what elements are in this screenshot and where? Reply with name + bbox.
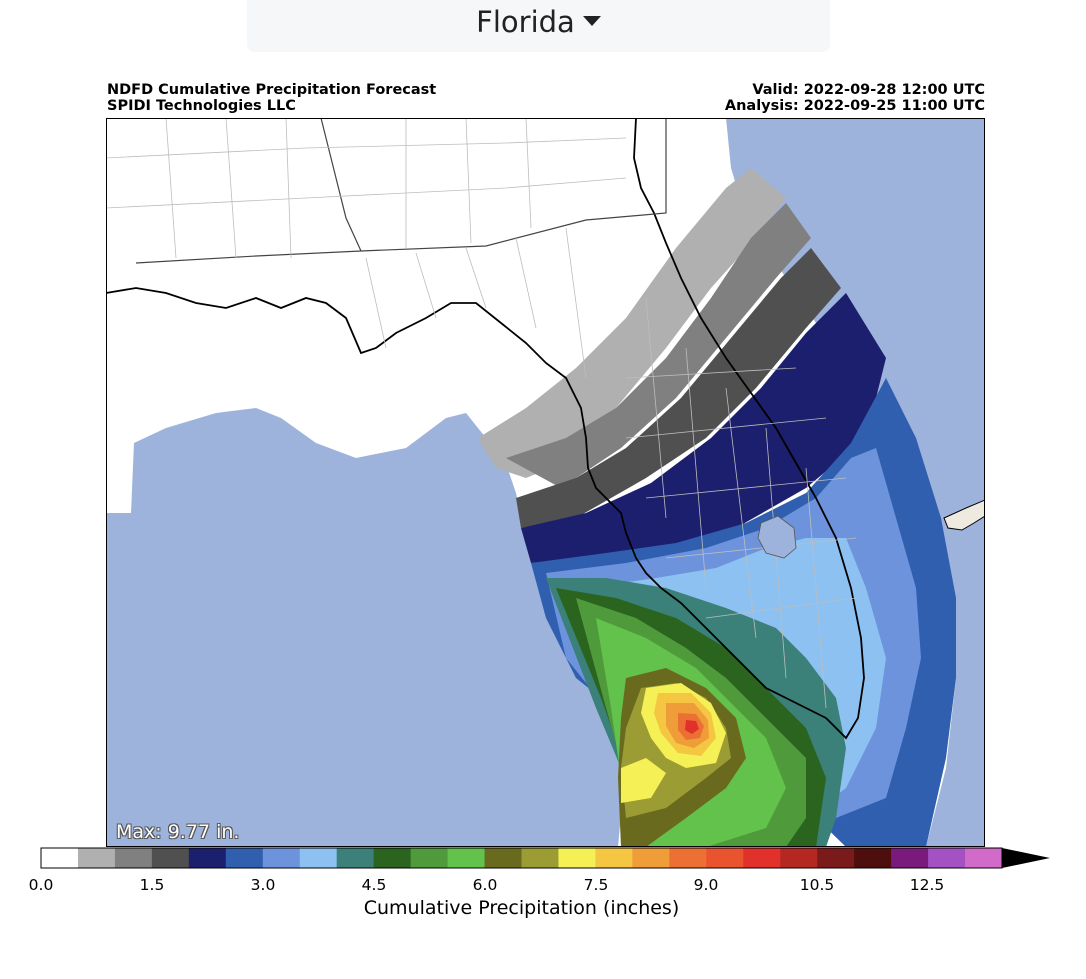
precip-band-gray-light — [478, 168, 786, 478]
state-border-west — [320, 118, 362, 252]
lake-okeechobee — [757, 515, 797, 559]
colorbar-tick: 10.5 — [799, 876, 835, 894]
chart-title: NDFD Cumulative Precipitation Forecast — [107, 82, 437, 98]
colorbar-cell — [410, 848, 449, 868]
colorbar-cell — [447, 848, 486, 868]
colorbar-tick: 12.5 — [909, 876, 945, 894]
caret-down-icon — [582, 16, 601, 26]
atlantic-ocean — [726, 118, 985, 847]
colorbar-tick: 1.5 — [139, 876, 165, 894]
colorbar-cell — [262, 848, 301, 868]
colorbar-tick: 7.5 — [583, 876, 609, 894]
colorbar-cell — [188, 848, 227, 868]
colorbar-cell — [225, 848, 264, 868]
colorbar-cell — [484, 848, 522, 868]
analysis-time: Analysis: 2022-09-25 11:00 UTC — [724, 98, 985, 114]
colorbar-cell — [706, 848, 744, 868]
region-dropdown-label: Florida — [476, 5, 575, 39]
colorbar-cell — [928, 848, 966, 868]
colorbar-cell — [891, 848, 929, 868]
colorbar-cell — [299, 848, 338, 868]
colorbar-title: Cumulative Precipitation (inches) — [363, 897, 680, 919]
gulf-coastline — [106, 287, 827, 719]
gulf-of-mexico — [106, 408, 626, 847]
colorbar-cell — [965, 848, 1003, 868]
colorbar-tick: 9.0 — [693, 876, 719, 894]
colorbar — [40, 847, 1050, 869]
colorbar-cell — [743, 848, 781, 868]
state-border — [135, 118, 667, 264]
colorbar-cells — [40, 847, 1003, 869]
colorbar-cell — [558, 848, 596, 868]
county-lines — [106, 118, 857, 709]
colorbar-cell — [336, 848, 375, 868]
chart-header-right: Valid: 2022-09-28 12:00 UTC Analysis: 20… — [725, 82, 985, 114]
max-value-label: Max: 9.77 in. — [116, 821, 240, 843]
colorbar-tick: 3.0 — [250, 876, 276, 894]
colorbar-cell — [669, 848, 707, 868]
chart-header-left: NDFD Cumulative Precipitation Forecast S… — [107, 82, 436, 114]
map-canvas — [106, 118, 985, 847]
colorbar-cell — [780, 848, 818, 868]
colorbar-cell — [373, 848, 412, 868]
colorbar-extend-arrow — [1002, 848, 1050, 868]
map-frame — [106, 118, 985, 847]
colorbar-cell — [817, 848, 855, 868]
bahamas-island — [943, 499, 985, 531]
valid-time: Valid: 2022-09-28 12:00 UTC — [752, 82, 985, 98]
chart-credit: SPIDI Technologies LLC — [107, 98, 296, 114]
colorbar-cell — [41, 848, 79, 868]
colorbar-cell — [151, 848, 190, 868]
precipitation-map — [106, 118, 985, 847]
colorbar-tick: 0.0 — [28, 876, 54, 894]
colorbar-cell — [77, 848, 116, 868]
atlantic-coastline — [633, 118, 865, 740]
precip-band-red — [685, 720, 699, 734]
colorbar-cell — [632, 848, 670, 868]
precip-band-gray-dark — [516, 248, 841, 528]
colorbar-tick: 4.5 — [361, 876, 387, 894]
colorbar-tick: 6.0 — [472, 876, 498, 894]
colorbar-cell — [595, 848, 633, 868]
colorbar-tick-labels: 0.0 1.5 3.0 4.5 6.0 7.5 9.0 10.5 12.5 — [0, 876, 1086, 896]
precip-band-navy — [521, 293, 886, 563]
colorbar-cell — [521, 848, 559, 868]
colorbar-cell — [114, 848, 153, 868]
precip-band-gray-mid — [506, 203, 811, 488]
region-dropdown[interactable]: Florida — [247, 0, 830, 52]
colorbar-cell — [854, 848, 892, 868]
